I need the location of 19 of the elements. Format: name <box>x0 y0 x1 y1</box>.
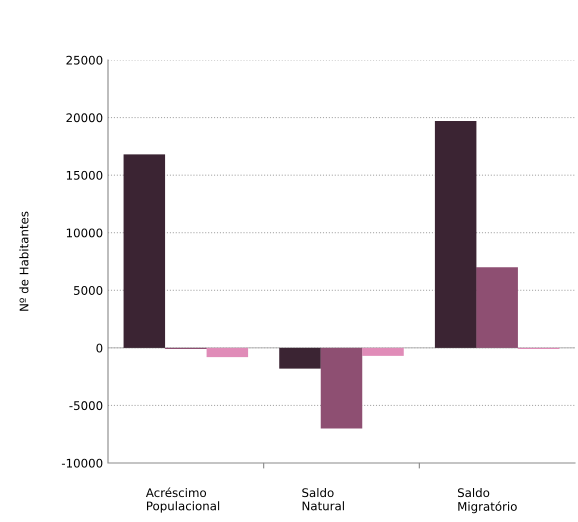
bar <box>434 121 476 348</box>
y-tick-label: 25000 <box>66 56 102 65</box>
y-tick-label: 0 <box>96 344 102 353</box>
y-tick-label: 15000 <box>66 170 102 180</box>
y-axis-title: Nº de Habitantes <box>19 212 28 311</box>
x-tick-label: Acréscimo Populacional <box>146 488 220 513</box>
bar <box>279 348 321 369</box>
y-tick-label: -5000 <box>69 401 102 410</box>
bar <box>124 154 166 348</box>
bar <box>362 348 404 356</box>
y-tick-label: 10000 <box>66 228 102 238</box>
y-tick-label: -10000 <box>62 458 102 468</box>
y-tick-label: 5000 <box>74 286 102 295</box>
bar <box>320 348 362 428</box>
y-tick-label: 20000 <box>66 113 102 122</box>
x-tick-label: Saldo Natural <box>302 488 344 510</box>
bar <box>206 348 248 358</box>
bar <box>476 267 518 348</box>
x-tick-label: Saldo Migratório <box>458 488 517 514</box>
